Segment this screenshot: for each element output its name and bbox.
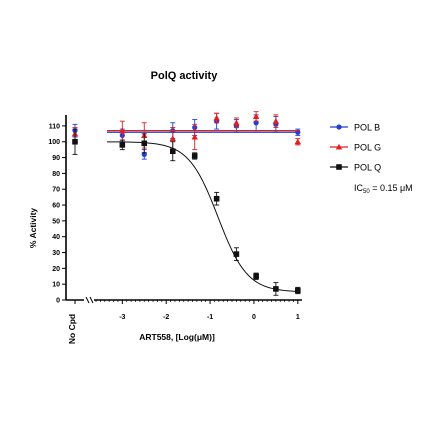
plot-area — [71, 111, 302, 296]
legend: POL B POL G POL Q — [330, 123, 381, 173]
y-axis-title: % Activity — [28, 208, 38, 249]
y-tick-label: 70 — [52, 187, 60, 194]
legend-marker-pol-b — [336, 124, 342, 130]
x-axis-break-left — [85, 296, 90, 304]
ic50-annotation: IC50 = 0.15 μM — [354, 183, 413, 195]
y-tick-label: 50 — [52, 218, 60, 225]
y-tick-label: 40 — [52, 234, 60, 241]
axes: 0 10 20 30 40 50 60 70 80 90 100 110 -3 -2 -1 0 1 — [48, 115, 302, 321]
pol-q-point — [253, 273, 259, 280]
pol-g-point — [213, 114, 220, 121]
pol-q-point — [141, 140, 148, 147]
pol-q-nocpd-point — [72, 138, 78, 145]
pol-g-point — [294, 138, 302, 145]
pol-q-fit-curve — [106, 141, 301, 293]
x-tick-label: 0 — [252, 314, 256, 321]
pol-g-point — [252, 113, 260, 119]
y-tick-label: 30 — [52, 250, 60, 257]
ic50-value: = 0.15 μM — [370, 183, 413, 193]
y-tick-label: 80 — [52, 171, 60, 178]
ic50-subscript: 50 — [363, 189, 370, 195]
x-tick-label: -3 — [119, 314, 125, 321]
pol-q-point — [119, 142, 126, 148]
pol-q-point — [233, 251, 240, 257]
legend-marker-pol-g — [335, 143, 343, 150]
no-cpd-label: No Cpd — [67, 314, 77, 344]
y-tick-label: 10 — [52, 282, 60, 289]
legend-label-pol-g: POL G — [354, 143, 381, 153]
legend-marker-pol-q — [336, 164, 342, 170]
y-tick-label: 90 — [52, 155, 60, 162]
x-axis-break-right — [89, 296, 94, 304]
ic50-prefix: IC — [354, 183, 364, 193]
y-tick-label: 20 — [52, 266, 60, 273]
legend-label-pol-b: POL B — [354, 123, 380, 133]
y-tick-label: 60 — [52, 203, 60, 210]
pol-g-point — [169, 135, 176, 142]
y-tick-label: 100 — [48, 139, 60, 146]
y-tick-label: 110 — [49, 123, 60, 130]
pol-q-point — [295, 287, 301, 294]
x-tick-label: -1 — [207, 314, 213, 321]
pol-g-point — [119, 127, 126, 134]
x-axis-title: ART558, [Log(μM)] — [139, 332, 215, 342]
pol-q-point — [273, 286, 279, 292]
chart-title: PolQ activity — [151, 70, 219, 82]
y-tick-label: 0 — [56, 298, 60, 305]
pol-g-point — [233, 119, 240, 126]
pol-q-point — [191, 153, 198, 159]
pol-g-point — [191, 133, 198, 140]
pol-g-point — [272, 117, 280, 124]
legend-label-pol-q: POL Q — [354, 163, 381, 173]
pol-q-point — [169, 148, 176, 155]
x-tick-label: 1 — [296, 314, 300, 321]
x-tick-label: -2 — [163, 314, 169, 321]
pol-q-point — [213, 195, 220, 202]
